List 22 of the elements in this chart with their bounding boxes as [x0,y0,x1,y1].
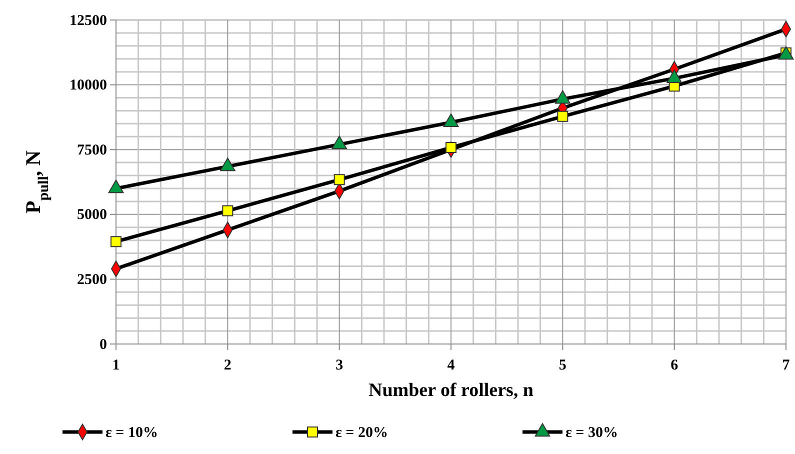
x-tick-label: 2 [224,358,232,374]
point [222,205,234,216]
y-tick-label: 10000 [70,78,107,94]
y-tick-label: 7500 [77,142,107,158]
x-tick-label: 1 [112,358,120,374]
x-tick-label: 3 [336,358,344,374]
y-tick-label: 12500 [70,12,107,29]
x-tick-label: 7 [782,358,790,374]
y-tick-label: 5000 [77,207,107,224]
point [334,174,345,186]
point [557,110,568,122]
x-axis-title: Number of rollers, n [368,380,534,401]
point [110,236,122,248]
x-tick-label: 6 [670,358,679,374]
legend-label: ε = 20% [336,425,388,441]
y-tick-label: 0 [100,336,107,353]
x-tick-label: 4 [447,358,456,374]
legend-label: ε = 30% [566,425,618,441]
y-tick-label: 2500 [77,272,107,288]
x-tick-label: 5 [558,358,566,374]
point [446,142,456,154]
legend-label: ε = 10% [106,425,158,441]
